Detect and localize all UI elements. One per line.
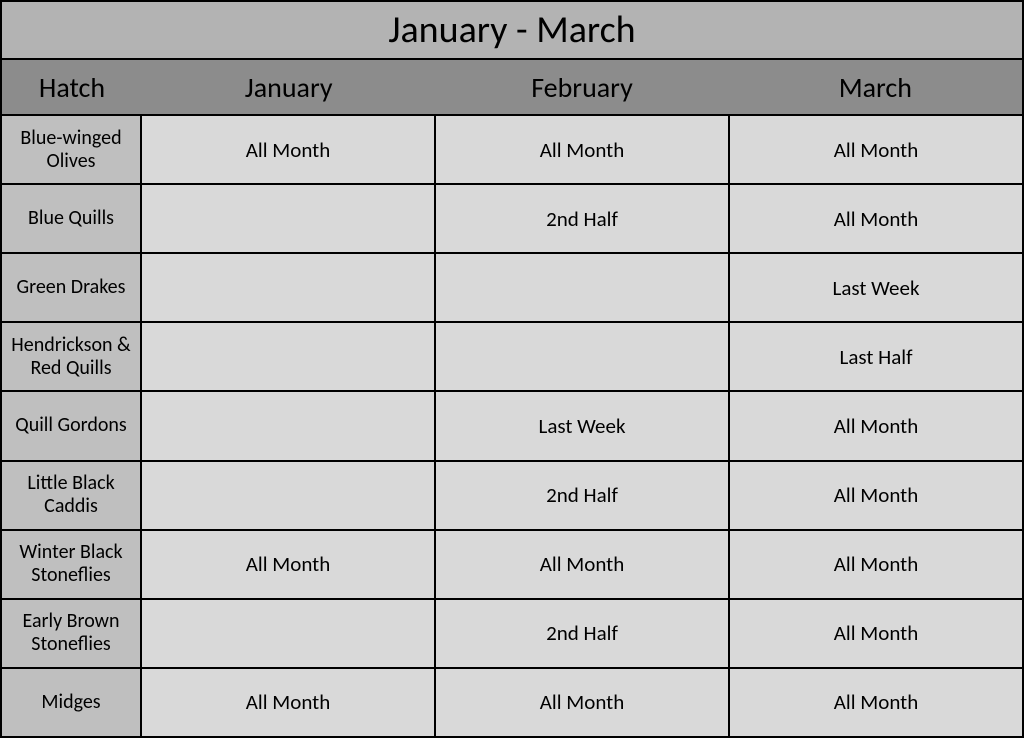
table-cell: [436, 254, 730, 321]
table-cell: [142, 392, 436, 459]
table-cell: All Month: [142, 116, 436, 183]
row-label: Little Black Caddis: [2, 462, 142, 529]
table-cell: All Month: [730, 392, 1022, 459]
column-header-hatch: Hatch: [2, 60, 142, 114]
table-cell: All Month: [730, 600, 1022, 667]
column-header-january: January: [142, 60, 435, 114]
table-title: January - March: [2, 2, 1022, 60]
row-label: Hendrickson & Red Quills: [2, 323, 142, 390]
row-label: Blue-winged Olives: [2, 116, 142, 183]
table-cell: All Month: [730, 185, 1022, 252]
table-row: Green Drakes Last Week: [2, 254, 1022, 323]
row-label: Winter Black Stoneflies: [2, 531, 142, 598]
table-row: Little Black Caddis 2nd HalfAll Month: [2, 462, 1022, 531]
table-cell: Last Half: [730, 323, 1022, 390]
table-cell: [142, 462, 436, 529]
table-cell: Last Week: [730, 254, 1022, 321]
table-row: MidgesAll MonthAll MonthAll Month: [2, 669, 1022, 736]
table-cell: 2nd Half: [436, 462, 730, 529]
table-cell: All Month: [730, 531, 1022, 598]
table-header-row: Hatch January February March: [2, 60, 1022, 116]
table-row: Quill Gordons Last WeekAll Month: [2, 392, 1022, 461]
column-header-march: March: [729, 60, 1022, 114]
table-cell: [142, 600, 436, 667]
table-row: Blue-winged OlivesAll MonthAll MonthAll …: [2, 116, 1022, 185]
table-row: Early Brown Stoneflies 2nd HalfAll Month: [2, 600, 1022, 669]
table-cell: All Month: [142, 669, 436, 736]
row-label: Early Brown Stoneflies: [2, 600, 142, 667]
table-row: Blue Quills 2nd HalfAll Month: [2, 185, 1022, 254]
hatch-chart-table: January - March Hatch January February M…: [0, 0, 1024, 738]
table-cell: All Month: [436, 116, 730, 183]
table-body: Blue-winged OlivesAll MonthAll MonthAll …: [2, 116, 1022, 736]
table-row: Hendrickson & Red Quills Last Half: [2, 323, 1022, 392]
row-label: Quill Gordons: [2, 392, 142, 459]
table-cell: All Month: [730, 116, 1022, 183]
table-cell: [142, 323, 436, 390]
table-cell: [142, 254, 436, 321]
row-label: Midges: [2, 669, 142, 736]
row-label: Blue Quills: [2, 185, 142, 252]
table-cell: All Month: [730, 669, 1022, 736]
row-label: Green Drakes: [2, 254, 142, 321]
table-cell: [142, 185, 436, 252]
table-cell: 2nd Half: [436, 600, 730, 667]
column-header-february: February: [435, 60, 728, 114]
table-cell: 2nd Half: [436, 185, 730, 252]
table-cell: Last Week: [436, 392, 730, 459]
table-row: Winter Black StonefliesAll MonthAll Mont…: [2, 531, 1022, 600]
table-cell: [436, 323, 730, 390]
table-cell: All Month: [142, 531, 436, 598]
table-cell: All Month: [436, 669, 730, 736]
table-cell: All Month: [730, 462, 1022, 529]
table-cell: All Month: [436, 531, 730, 598]
